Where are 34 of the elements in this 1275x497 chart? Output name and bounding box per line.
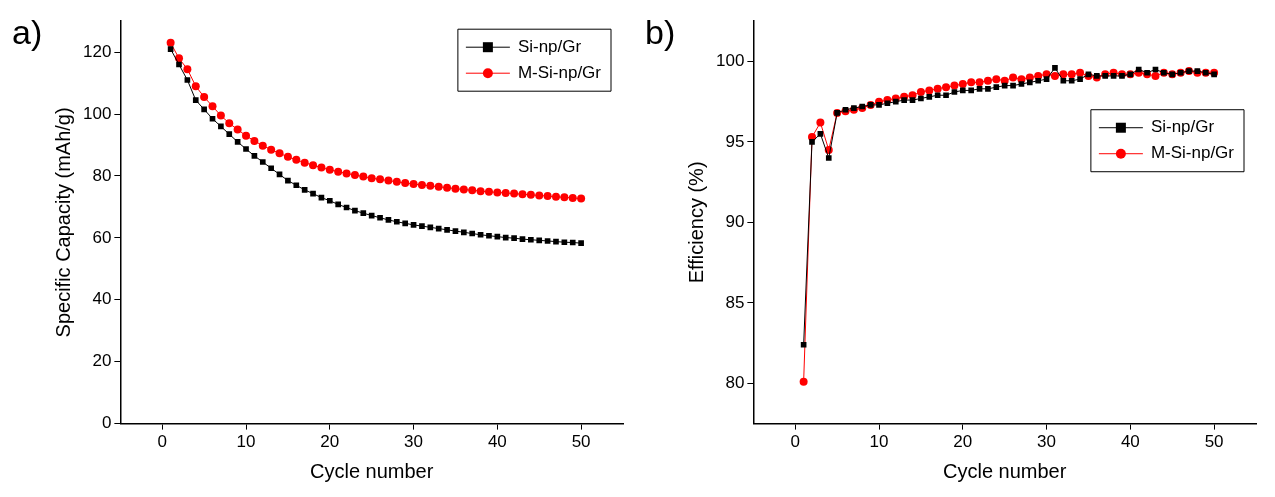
y-tick-label: 80 bbox=[92, 165, 112, 185]
y-tick-label: 20 bbox=[92, 351, 112, 371]
x-tick-label: 30 bbox=[1037, 432, 1057, 452]
y-tick-label: 60 bbox=[92, 227, 112, 247]
y-axis-title: Efficiency (%) bbox=[684, 161, 707, 284]
x-tick-label: 0 bbox=[790, 432, 800, 452]
x-tick-label: 50 bbox=[571, 432, 591, 452]
x-axis-title: Cycle number bbox=[309, 459, 434, 482]
y-tick-label: 100 bbox=[715, 51, 745, 71]
y-tick-label: 80 bbox=[725, 373, 745, 393]
x-tick-label: 20 bbox=[953, 432, 973, 452]
y-tick-label: 100 bbox=[82, 103, 112, 123]
y-tick-label: 95 bbox=[725, 131, 745, 151]
y-axis-title: Specific Capacity (mAh/g) bbox=[51, 107, 74, 338]
text: a) bbox=[12, 13, 43, 52]
x-tick-label: 10 bbox=[236, 432, 256, 452]
text: b) bbox=[645, 13, 676, 52]
x-tick-label: 40 bbox=[487, 432, 507, 452]
x-tick-label: 20 bbox=[320, 432, 340, 452]
legend-label: M-Si-np/Gr bbox=[517, 62, 602, 82]
legend-label: Si-np/Gr bbox=[517, 36, 582, 56]
x-tick-label: 50 bbox=[1204, 432, 1224, 452]
x-tick-label: 10 bbox=[869, 432, 889, 452]
x-tick-label: 40 bbox=[1120, 432, 1140, 452]
y-tick-label: 40 bbox=[92, 289, 112, 309]
x-tick-label: 0 bbox=[157, 432, 167, 452]
x-tick-label: 30 bbox=[404, 432, 424, 452]
y-tick-label: 85 bbox=[725, 292, 745, 312]
x-axis-title: Cycle number bbox=[942, 459, 1067, 482]
legend-label: Si-np/Gr bbox=[1150, 117, 1215, 137]
y-tick-label: 120 bbox=[82, 41, 112, 61]
y-tick-label: 0 bbox=[101, 413, 112, 433]
legend-label: M-Si-np/Gr bbox=[1150, 143, 1235, 163]
y-tick-label: 90 bbox=[725, 212, 745, 232]
